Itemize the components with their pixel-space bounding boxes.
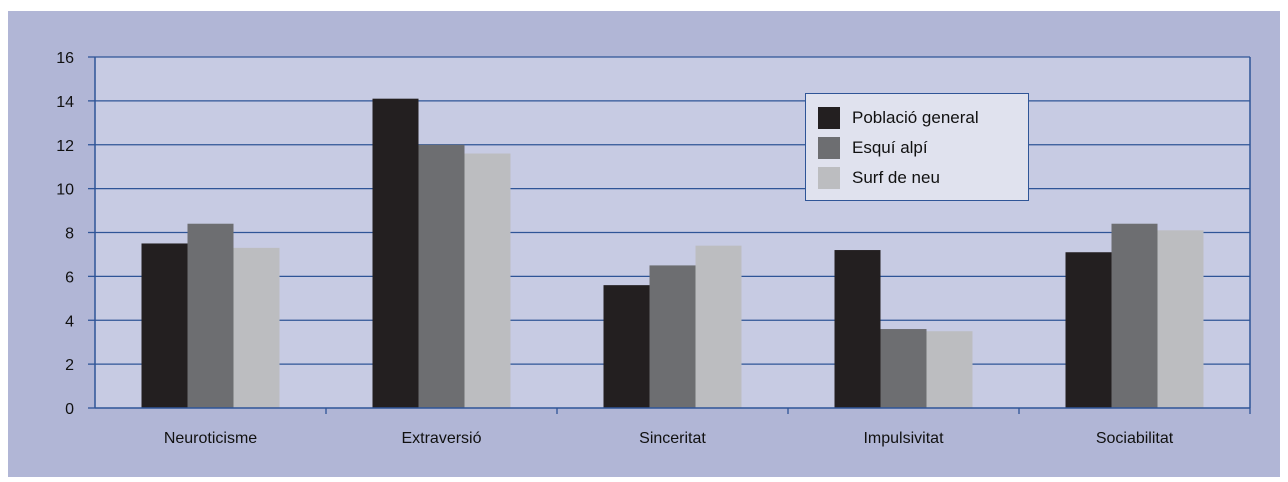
category-label: Extraversió <box>401 430 481 447</box>
category-label: Impulsivitat <box>863 430 944 447</box>
bar <box>834 250 881 408</box>
legend-item-esqui-alpi: Esquí alpí <box>818 137 928 159</box>
axes <box>94 57 1251 414</box>
bars <box>141 98 1204 409</box>
bar <box>926 331 973 408</box>
legend-label: Esquí alpí <box>852 138 928 157</box>
y-tick-label: 4 <box>65 313 74 330</box>
bar <box>603 285 650 408</box>
bar <box>464 153 511 408</box>
legend-swatch <box>818 107 840 129</box>
legend: Població general Esquí alpí Surf de neu <box>805 93 1029 201</box>
bar <box>695 245 742 408</box>
legend-label: Població general <box>852 108 979 127</box>
y-tick-label: 0 <box>65 401 74 418</box>
y-tick-label: 2 <box>65 357 74 374</box>
bar <box>1065 252 1112 408</box>
y-tick-labels: 0 2 4 6 8 10 12 14 16 <box>56 50 74 418</box>
y-tick-label: 8 <box>65 226 74 243</box>
legend-swatch <box>818 137 840 159</box>
category-label: Sociabilitat <box>1096 430 1174 447</box>
y-tick-label: 12 <box>56 138 74 155</box>
category-label: Neuroticisme <box>164 430 257 447</box>
legend-item-surf-de-neu: Surf de neu <box>818 167 940 189</box>
bar-chart: 0 2 4 6 8 10 12 14 16 Neuroticisme Extraversió Sin… <box>56 50 1251 447</box>
bar <box>649 265 696 408</box>
y-tick-label: 6 <box>65 269 74 286</box>
bar <box>141 243 188 408</box>
bar <box>880 329 927 408</box>
bar <box>1111 223 1158 408</box>
category-labels: Neuroticisme Extraversió Sinceritat Impulsi… <box>164 430 1174 447</box>
y-tick-label: 14 <box>56 94 74 111</box>
bar <box>233 247 280 408</box>
chart-frame: 0 2 4 6 8 10 12 14 16 Neuroticisme Extraversió Sin… <box>8 11 1280 477</box>
legend-item-poblacio-general: Població general <box>818 107 979 129</box>
legend-swatch <box>818 167 840 189</box>
y-tick-label: 10 <box>56 182 74 199</box>
bar <box>1157 230 1204 408</box>
bar <box>187 223 234 408</box>
bar <box>372 98 419 409</box>
y-tick-label: 16 <box>56 50 74 67</box>
bar <box>418 144 465 408</box>
legend-label: Surf de neu <box>852 168 940 187</box>
category-label: Sinceritat <box>639 430 706 447</box>
